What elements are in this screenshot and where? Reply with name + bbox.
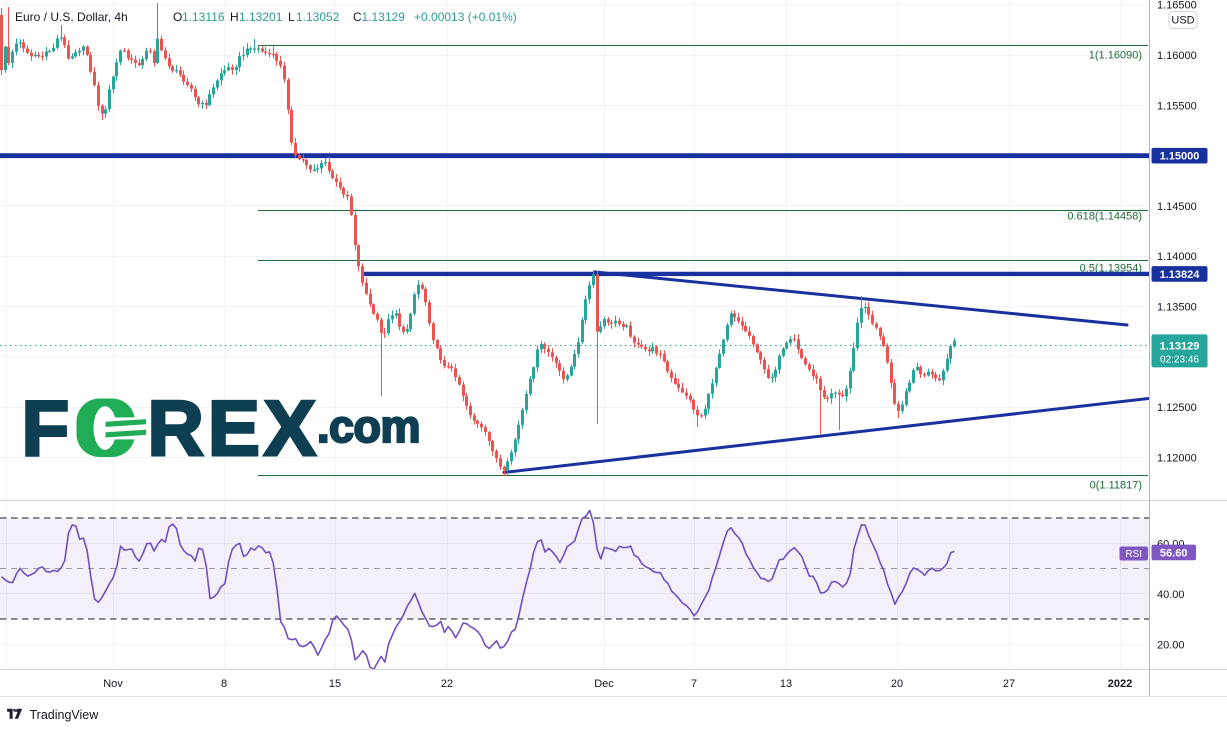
svg-text:F: F (22, 384, 70, 472)
svg-text:REX: REX (148, 384, 320, 472)
svg-text:1.13116: 1.13116 (182, 10, 225, 24)
svg-text:2022: 2022 (1108, 678, 1132, 690)
svg-text:40.00: 40.00 (1157, 589, 1185, 601)
svg-text:8: 8 (221, 678, 227, 690)
svg-text:22: 22 (441, 678, 453, 690)
svg-text:1.14000: 1.14000 (1157, 251, 1197, 263)
svg-text:H: H (230, 10, 239, 24)
svg-text:13: 13 (780, 678, 792, 690)
svg-text:1.15500: 1.15500 (1157, 100, 1197, 112)
svg-text:C: C (353, 10, 362, 24)
svg-text:56.60: 56.60 (1160, 548, 1188, 560)
svg-text:0.618(1.14458): 0.618(1.14458) (1067, 211, 1142, 223)
svg-text:02:23:46: 02:23:46 (1160, 355, 1199, 366)
svg-text:1.15000: 1.15000 (1160, 151, 1200, 163)
svg-text:0(1.11817): 0(1.11817) (1090, 480, 1142, 492)
svg-text:20: 20 (891, 678, 903, 690)
svg-text:1.13052: 1.13052 (296, 10, 340, 24)
svg-text:1.12500: 1.12500 (1157, 402, 1197, 414)
svg-text:1.16500: 1.16500 (1157, 0, 1197, 12)
svg-text:L: L (288, 10, 295, 24)
svg-text:1.13129: 1.13129 (362, 10, 406, 24)
svg-text:USD: USD (1171, 15, 1194, 27)
svg-text:1.12000: 1.12000 (1157, 452, 1197, 464)
svg-text:1.13201: 1.13201 (239, 10, 283, 24)
svg-text:1(1.16090): 1(1.16090) (1089, 50, 1142, 62)
svg-text:Nov: Nov (103, 678, 123, 690)
svg-text:+0.00013 (+0.01%): +0.00013 (+0.01%) (414, 10, 517, 24)
svg-text:1.13500: 1.13500 (1157, 302, 1197, 314)
svg-text:Dec: Dec (594, 678, 614, 690)
svg-text:TradingView: TradingView (30, 708, 100, 722)
svg-text:1.13129: 1.13129 (1160, 341, 1200, 353)
svg-text:Euro / U.S. Dollar, 4h: Euro / U.S. Dollar, 4h (15, 10, 128, 24)
svg-text:15: 15 (329, 678, 341, 690)
svg-text:1.14500: 1.14500 (1157, 201, 1197, 213)
svg-text:0.5(1.13954): 0.5(1.13954) (1080, 263, 1142, 275)
svg-text:27: 27 (1003, 678, 1015, 690)
svg-text:RSI: RSI (1125, 549, 1142, 560)
svg-text:.com: .com (317, 401, 420, 452)
svg-text:7: 7 (691, 678, 697, 690)
svg-text:O: O (173, 10, 182, 24)
svg-text:1.16000: 1.16000 (1157, 50, 1197, 62)
svg-text:20.00: 20.00 (1157, 639, 1185, 651)
svg-text:1.13824: 1.13824 (1160, 269, 1201, 281)
